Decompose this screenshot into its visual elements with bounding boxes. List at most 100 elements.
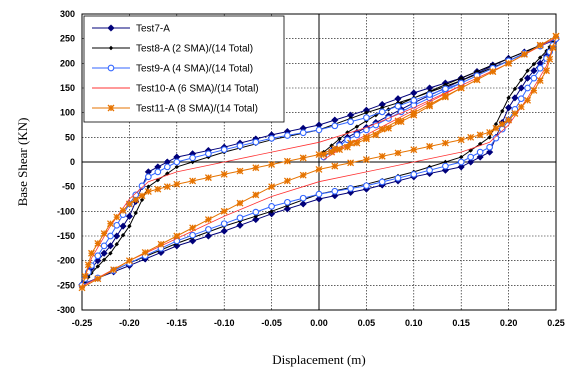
data-point [220,220,228,228]
legend-item: Test9-A (4 SMA)/(14 Total) [92,64,253,75]
data-point [283,157,291,165]
data-point [268,203,275,210]
x-tick-label: 0.15 [452,318,470,328]
data-point [410,96,418,104]
data-point [343,143,351,151]
data-point [378,108,386,116]
data-point [236,214,244,222]
data-point [385,124,392,132]
data-point [299,154,307,162]
data-point [505,116,513,124]
data-point [492,124,500,132]
data-point [107,64,115,72]
data-point [363,182,370,190]
data-point [378,178,386,186]
data-point [268,161,276,168]
data-point [189,177,197,185]
data-point [394,117,402,125]
data-point [473,76,481,84]
x-tick-label: -0.20 [119,318,140,328]
legend-item: Test10-A (6 SMA)/(14 Total) [92,84,259,95]
data-point [163,163,171,171]
data-point [299,194,307,202]
data-point [127,223,132,229]
data-point [498,120,506,128]
data-point [78,284,86,292]
data-point [517,103,525,111]
data-point [331,122,339,130]
y-axis-title: Base Shear (KN) [15,118,30,207]
data-point [107,232,114,240]
y-tick-label: 50 [65,132,75,142]
data-point [467,158,475,166]
data-point [100,230,108,237]
data-point [492,134,500,142]
data-point [81,272,89,280]
data-point [106,242,115,250]
data-point [394,174,402,182]
data-point [315,126,323,134]
data-point [268,134,275,142]
data-point [108,45,114,51]
data-point [525,68,530,73]
legend-label: Test10-A (6 SMA)/(14 Total) [136,84,259,95]
data-point [174,164,179,170]
data-point [530,74,538,82]
data-point [108,251,113,256]
data-point [426,142,434,150]
data-point [457,158,465,166]
data-point [220,207,228,215]
x-tick-label: 0.20 [500,318,518,328]
data-point [328,148,336,156]
y-tick-label: -50 [62,182,75,192]
data-point [459,154,464,160]
data-point [347,118,354,126]
data-point [236,167,244,175]
data-point [512,86,518,92]
data-point [138,182,146,190]
data-point [236,142,244,150]
data-point [220,146,228,154]
data-point [100,249,108,257]
data-point [486,128,494,136]
y-tick-label: 100 [60,108,75,118]
y-tick-label: -100 [57,206,75,216]
data-point [442,85,449,93]
data-point [299,200,307,208]
legend: Test7-A Test8-A (2 SMA)/(14 Total) Test9-A… [83,15,285,123]
x-tick-label: 0.10 [405,318,423,328]
data-point [500,108,505,114]
data-point [236,221,244,229]
data-point [536,64,544,72]
x-tick-label: -0.10 [214,318,235,328]
data-point [441,139,449,147]
data-point [459,75,464,81]
data-point [524,96,532,104]
data-point [538,55,543,60]
data-point [154,168,162,176]
data-point [145,173,152,181]
data-point [106,220,114,228]
data-point [410,146,418,154]
data-point [315,165,323,173]
data-point [331,145,339,153]
data-point [205,150,212,158]
data-point [457,84,465,92]
data-point [114,242,119,247]
legend-item: Test11-A (8 SMA)/(14 Total) [92,104,258,115]
y-tick-label: 150 [60,83,75,93]
series-group [78,32,560,292]
data-point [442,162,449,170]
data-point [410,109,418,117]
data-point [426,166,433,174]
data-point [94,252,102,260]
data-point [157,240,165,248]
data-point [347,185,354,192]
data-point [362,156,370,163]
data-point [125,212,134,220]
data-point [362,133,370,141]
data-point [353,131,361,139]
data-point [506,95,511,101]
data-point [549,44,557,52]
